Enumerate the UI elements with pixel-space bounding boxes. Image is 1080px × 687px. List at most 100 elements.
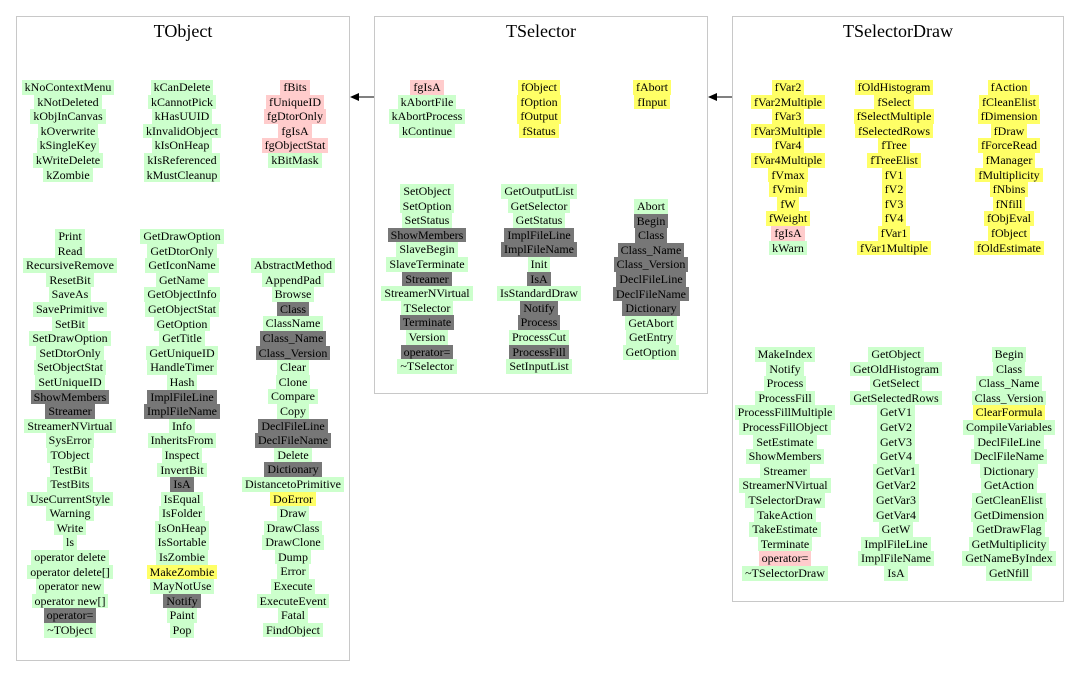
class-entry: fOutput [517, 109, 561, 124]
tselector-methods-col-3: Abort Begin Class Class_Name Class_Version De… [608, 199, 694, 360]
tobject-methods-col-2: GetDrawOption GetDtorOnly GetIconName GetNa… [134, 229, 230, 638]
class-entry: TakeEstimate [749, 522, 821, 537]
class-entry: ExecuteEvent [256, 593, 330, 609]
class-entry: Draw [276, 506, 310, 521]
class-entry: GetOption [153, 316, 211, 332]
class-entry: fAbort [633, 80, 671, 95]
class-entry: GetOutputList [501, 184, 577, 199]
class-entry: DeclFileName [971, 449, 1047, 464]
class-entry: SetUniqueID [35, 374, 105, 390]
class-entry: Class [992, 361, 1025, 377]
tselector-members-col-2: fObject fOption fOutput fStatus [494, 80, 584, 139]
class-entry: ImplFileLine [861, 536, 931, 552]
class-entry: Terminate [757, 536, 813, 552]
class-entry: kWriteDelete [32, 152, 104, 168]
class-entry: TakeAction [754, 507, 816, 523]
class-entry: fObject [518, 80, 560, 95]
class-entry: DoError [270, 491, 316, 507]
class-entry: Class_Name [259, 330, 327, 346]
class-entry: fNbins [989, 182, 1029, 197]
class-entry: MakeIndex [754, 347, 816, 362]
class-entry: fNfill [992, 196, 1026, 212]
class-entry: InvertBit [157, 462, 207, 478]
class-entry: Begin [633, 213, 669, 229]
class-entry: AbstractMethod [251, 258, 335, 273]
class-entry: DrawClone [262, 535, 324, 550]
class-entry: GetSelector [507, 198, 571, 214]
class-entry: Class_Name [617, 242, 685, 258]
class-entry: MakeZombie [146, 564, 218, 580]
class-entry: Clear [277, 360, 309, 375]
class-entry: fOption [517, 94, 561, 110]
class-entry: GetV3 [877, 434, 915, 450]
class-entry: ProcessCut [509, 329, 569, 345]
class-entry: fVar4Multiple [751, 152, 825, 168]
class-entry: fMultiplicity [975, 167, 1043, 183]
class-entry: GetVar2 [873, 478, 919, 493]
class-entry: SetObjectStat [34, 360, 106, 375]
class-entry: ImplFileName [858, 551, 934, 566]
class-entry: AppendPad [262, 272, 324, 288]
class-entry: GetTitle [159, 331, 205, 346]
class-entry: Dictionary [980, 463, 1038, 479]
panel-title: TSelectorDraw [843, 21, 953, 41]
class-entry: Class_Name [975, 376, 1043, 391]
class-entry: IsZombie [156, 550, 208, 565]
class-entry: kZombie [43, 167, 93, 183]
tobject-methods-col-1: Print Read RecursiveRemove ResetBit SaveAs Sa… [18, 229, 122, 638]
class-entry: GetCleanElist [972, 492, 1046, 508]
class-entry: SysError [45, 433, 95, 448]
class-entry: Version [405, 329, 449, 345]
inheritance-arrow-tselector-tobject [350, 93, 374, 101]
class-entry: kIsReferenced [144, 152, 220, 168]
class-entry: kHasUUID [151, 109, 213, 124]
class-entry: fDraw [990, 123, 1028, 139]
class-entry: Terminate [399, 315, 455, 330]
class-entry: GetAction [981, 478, 1037, 493]
class-entry: RecursiveRemove [23, 258, 117, 273]
class-entry: SlaveTerminate [386, 256, 468, 272]
class-entry: SetOption [399, 198, 455, 214]
class-entry: kSingleKey [36, 138, 100, 153]
class-entry: SetDrawOption [29, 331, 111, 346]
class-entry: fAction [987, 80, 1031, 95]
class-entry: Notify [163, 593, 201, 609]
class-entry: GetObjectStat [145, 301, 219, 317]
class-entry: Copy [276, 403, 309, 419]
class-entry: GetEntry [626, 330, 676, 345]
class-entry: Init [527, 256, 551, 272]
class-entry: ImplFileLine [504, 227, 574, 243]
class-entry: DeclFileLine [974, 434, 1044, 450]
class-entry: IsStandardDraw [497, 286, 581, 301]
class-entry: kWarn [769, 240, 807, 256]
tselectordraw-members-col-1: fVar2 fVar2Multiple fVar3 fVar3Multiple fVar… [738, 80, 838, 256]
class-entry: ~TObject [44, 623, 96, 638]
class-entry: kObjInCanvas [30, 109, 106, 124]
class-entry: SlaveBegin [396, 242, 458, 257]
class-entry: Print [55, 229, 85, 244]
tselector-methods-col-2: GetOutputList GetSelector GetStatus ImplFil… [494, 184, 584, 374]
class-entry: fV4 [881, 211, 907, 226]
class-entry: Fatal [278, 608, 308, 623]
class-entry: fW [777, 196, 799, 212]
class-entry: Streamer [760, 463, 810, 479]
class-entry: GetDtorOnly [147, 243, 217, 259]
class-entry: fDimension [977, 109, 1041, 124]
class-entry: GetDrawOption [140, 229, 224, 244]
class-entry: fCleanElist [979, 94, 1039, 110]
class-entry: fOldEstimate [974, 240, 1044, 256]
class-entry: Class_Version [613, 257, 689, 272]
class-entry: ClearFormula [972, 405, 1046, 420]
class-entry: Paint [166, 608, 198, 624]
class-entry: kAbortFile [397, 94, 457, 110]
class-entry: fgObjectStat [261, 138, 329, 153]
class-entry: fV3 [881, 196, 907, 212]
class-entry: DrawClass [263, 520, 323, 536]
class-entry: IsA [170, 477, 194, 492]
class-entry: fSelectedRows [855, 123, 933, 139]
class-entry: GetVar3 [873, 492, 919, 508]
class-entry: GetSelect [869, 376, 923, 391]
class-entry: GetNameByIndex [962, 551, 1056, 566]
class-entry: Inspect [161, 447, 203, 463]
class-entry: fVmin [769, 182, 807, 197]
